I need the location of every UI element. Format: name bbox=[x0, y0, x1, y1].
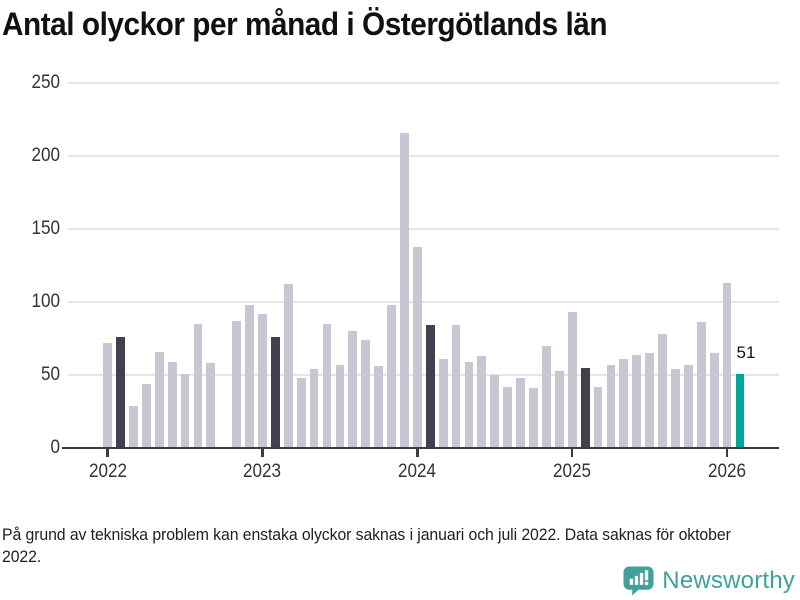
newsworthy-speech-bubble-chart-icon bbox=[623, 566, 654, 596]
bar-2024-02 bbox=[425, 325, 435, 448]
bar-2023-10 bbox=[374, 366, 384, 448]
chart-footnote: På grund av tekniska problem kan enstaka… bbox=[2, 526, 731, 566]
bar-2022-05 bbox=[154, 351, 164, 448]
x-axis-tick-label: 2022 bbox=[88, 461, 127, 482]
gridline-y-150 bbox=[68, 228, 779, 230]
x-axis-tick-label: 2024 bbox=[398, 461, 437, 482]
x-axis-tick bbox=[570, 449, 574, 457]
bar-2025-01 bbox=[567, 312, 577, 448]
bar-2025-06 bbox=[632, 354, 642, 448]
x-axis-tick-label: 2023 bbox=[243, 461, 282, 482]
y-axis-tick-label: 150 bbox=[31, 218, 60, 239]
bar-2024-09 bbox=[516, 377, 525, 448]
bar-2024-11 bbox=[542, 345, 551, 448]
bar-2023-12 bbox=[400, 132, 409, 448]
bar-2022-11 bbox=[232, 320, 242, 448]
bar-2022-01 bbox=[103, 342, 112, 448]
bar-2024-04 bbox=[451, 325, 461, 448]
bar-2025-12 bbox=[709, 353, 719, 448]
bar-2024-03 bbox=[438, 358, 448, 448]
bar-2022-09 bbox=[206, 363, 216, 448]
bar-2023-05 bbox=[309, 369, 319, 448]
bar-2025-03 bbox=[593, 386, 603, 448]
bar-2023-09 bbox=[361, 339, 371, 448]
bar-2023-08 bbox=[348, 331, 358, 448]
y-axis-tick-label: 100 bbox=[31, 291, 60, 312]
bar-2026-01 bbox=[722, 283, 732, 448]
y-axis-tick-label: 250 bbox=[31, 72, 60, 93]
bar-2025-11 bbox=[696, 322, 706, 448]
bar-2024-07 bbox=[490, 375, 500, 448]
chart-title: Antal olyckor per månad i Östergötlands … bbox=[2, 6, 608, 42]
x-axis-tick-label: 2026 bbox=[708, 461, 747, 482]
gridline-y-200 bbox=[68, 155, 779, 157]
gridline-y-250 bbox=[68, 82, 779, 84]
bar-2025-10 bbox=[683, 364, 693, 448]
y-axis-tick-label: 0 bbox=[50, 437, 60, 458]
bar-2024-12 bbox=[554, 370, 564, 448]
bar-2024-05 bbox=[464, 361, 474, 448]
bar-2022-04 bbox=[141, 383, 151, 448]
bar-2025-07 bbox=[645, 353, 655, 448]
x-axis-tick bbox=[261, 449, 264, 457]
x-axis-tick-label: 2025 bbox=[553, 461, 592, 482]
y-axis-tick-label: 50 bbox=[40, 364, 60, 385]
bar-2022-12 bbox=[245, 304, 254, 448]
bar-2022-02 bbox=[116, 337, 125, 448]
bar-2025-05 bbox=[619, 358, 629, 448]
x-axis-tick bbox=[416, 449, 419, 457]
gridline-y-50 bbox=[68, 374, 779, 376]
y-axis-tick-label: 200 bbox=[31, 145, 60, 166]
bar-2023-03 bbox=[283, 284, 293, 448]
bar-2023-11 bbox=[387, 304, 396, 448]
bar-2025-02 bbox=[580, 367, 590, 448]
newsworthy-logo-text: Newsworthy bbox=[662, 567, 795, 594]
bar-2023-07 bbox=[335, 364, 345, 448]
x-axis-tick bbox=[106, 449, 109, 457]
bar-chart: 0 50 100 150 200 250 51 2022 2023 2024 2025 2026 bbox=[31, 72, 779, 482]
bar-2023-02 bbox=[270, 337, 280, 448]
bar-2024-08 bbox=[503, 386, 513, 448]
bar-2023-04 bbox=[296, 377, 306, 448]
bar-2023-06 bbox=[322, 323, 332, 448]
bar-2022-06 bbox=[167, 361, 177, 448]
gridline-y-100 bbox=[68, 301, 779, 303]
bar-2025-08 bbox=[658, 334, 667, 448]
x-axis-tick bbox=[725, 449, 729, 457]
bar-2022-07 bbox=[180, 373, 190, 448]
bar-2022-08 bbox=[193, 323, 203, 448]
bar-2025-09 bbox=[671, 369, 680, 448]
bar-2022-03 bbox=[129, 405, 138, 448]
bar-2025-04 bbox=[606, 364, 616, 448]
bar-2026-02 bbox=[735, 373, 745, 448]
bar-2024-10 bbox=[529, 388, 538, 448]
newsworthy-logo: Newsworthy bbox=[623, 566, 795, 596]
bar-2024-06 bbox=[477, 356, 487, 448]
x-axis-line bbox=[62, 446, 779, 449]
bar-2024-01 bbox=[412, 246, 422, 448]
bar-value-label: 51 bbox=[736, 342, 756, 362]
bar-2023-01 bbox=[258, 313, 267, 448]
